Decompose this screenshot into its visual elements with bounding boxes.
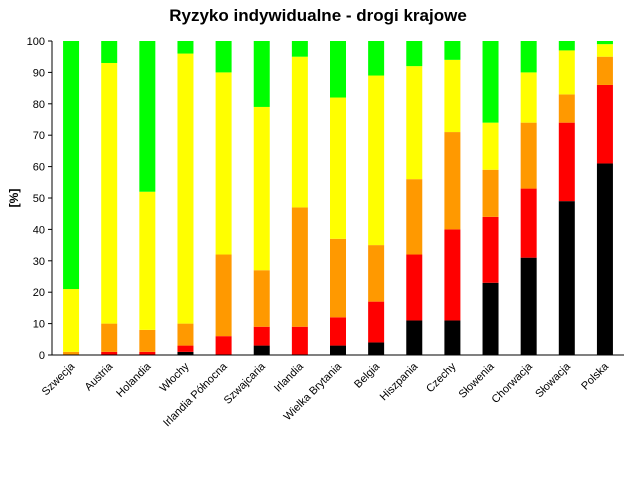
x-tick-label: Holandia — [114, 360, 154, 400]
bar-segment — [482, 282, 499, 355]
bar-segment — [558, 94, 575, 123]
y-ticks: 0 10 20 30 40 50 60 70 80 90 100 — [27, 36, 52, 362]
bar-segment — [368, 245, 385, 302]
bar-segment — [215, 254, 232, 337]
bar-segment — [444, 229, 461, 321]
bar-segment — [596, 56, 613, 85]
bar-segment — [596, 84, 613, 164]
bar-segment — [101, 351, 118, 355]
bar-segment — [520, 72, 537, 123]
bar-segment — [444, 320, 461, 355]
bar-segment — [482, 41, 499, 123]
bar-segment — [215, 336, 232, 355]
bar-segment — [330, 41, 346, 98]
x-tick-label: Chorwacja — [490, 360, 536, 406]
bar-segment — [330, 97, 346, 239]
bar-segment — [406, 254, 423, 321]
bar-segment — [520, 122, 537, 189]
bar-segment — [63, 351, 80, 355]
bar-segment — [253, 41, 270, 107]
y-tick-label: 90 — [33, 67, 45, 79]
x-tick-label: Belgia — [352, 360, 383, 391]
bar-segment — [368, 41, 385, 76]
bar-segment — [406, 320, 423, 355]
bar-segment — [558, 41, 575, 51]
bar-segment — [253, 270, 270, 327]
bar-segment — [368, 301, 385, 343]
y-tick-label: 40 — [33, 224, 45, 236]
bar-segment — [558, 122, 575, 202]
bar-segment — [291, 326, 308, 355]
y-tick-label: 50 — [33, 193, 45, 205]
bar-segment — [406, 66, 423, 180]
x-tick-label: Polska — [579, 360, 611, 392]
bar-segment — [444, 41, 461, 60]
bar-segment — [406, 179, 423, 255]
bar-segment — [291, 207, 308, 327]
x-tick-label: Hiszpania — [378, 360, 421, 403]
bar-segment — [330, 238, 346, 318]
bar-segment — [368, 75, 385, 246]
x-tick-label: Słowacja — [533, 360, 573, 400]
x-tick-label: Czechy — [424, 360, 459, 395]
bar-segment — [520, 257, 537, 355]
bar-segment — [101, 41, 118, 63]
bar-segment — [406, 41, 423, 67]
y-tick-label: 10 — [33, 319, 45, 331]
bar-segment — [139, 329, 156, 352]
y-tick-label: 20 — [33, 287, 45, 299]
bar-segment — [177, 323, 194, 346]
bar-segment — [482, 216, 499, 283]
chart-title: Ryzyko indywidualne - drogi krajowe — [169, 6, 467, 25]
bar-segment — [596, 41, 613, 45]
bar-segment — [520, 188, 537, 258]
bar-segment — [482, 122, 499, 170]
y-tick-label: 0 — [39, 350, 45, 362]
bar-segment — [444, 132, 461, 230]
bar-segment — [101, 62, 118, 324]
bar-segment — [215, 41, 232, 73]
bar-segment — [558, 201, 575, 355]
y-tick-label: 60 — [33, 162, 45, 174]
x-tick-label: Szwecja — [40, 360, 78, 398]
bar-segment — [291, 41, 308, 57]
x-tick-label: Włochy — [158, 360, 192, 394]
x-tick-label: Szwajcaria — [222, 360, 269, 407]
y-tick-label: 70 — [33, 130, 45, 142]
bar-segment — [330, 345, 346, 355]
x-tick-label: Austria — [83, 360, 116, 393]
bar-segment — [330, 317, 346, 346]
bar-segment — [596, 44, 613, 57]
x-tick-label: Irlandia Północna — [161, 360, 230, 429]
bar-segment — [596, 163, 613, 355]
y-tick-label: 80 — [33, 99, 45, 111]
bar-segment — [63, 41, 80, 290]
y-axis-label: [%] — [7, 189, 21, 208]
bar-segment — [177, 351, 194, 355]
bar-segment — [291, 56, 308, 208]
y-tick-label: 30 — [33, 256, 45, 268]
bar-segment — [253, 106, 270, 271]
x-tick-label: Irlandia — [272, 360, 307, 395]
bar-segment — [558, 50, 575, 95]
bar-segment — [139, 351, 156, 355]
bar-segment — [215, 72, 232, 255]
bar-segment — [101, 323, 118, 352]
bar-segment — [444, 59, 461, 133]
bar-segment — [368, 342, 385, 355]
bar-segment — [253, 326, 270, 346]
bar-segment — [177, 345, 194, 352]
bars — [63, 41, 613, 355]
bar-segment — [253, 345, 270, 355]
bar-segment — [520, 41, 537, 73]
bar-segment — [63, 289, 80, 352]
bar-segment — [482, 169, 499, 217]
bar-segment — [177, 53, 194, 324]
y-tick-label: 100 — [27, 36, 45, 48]
bar-segment — [177, 41, 194, 54]
bar-segment — [139, 41, 156, 192]
bar-segment — [139, 191, 156, 330]
